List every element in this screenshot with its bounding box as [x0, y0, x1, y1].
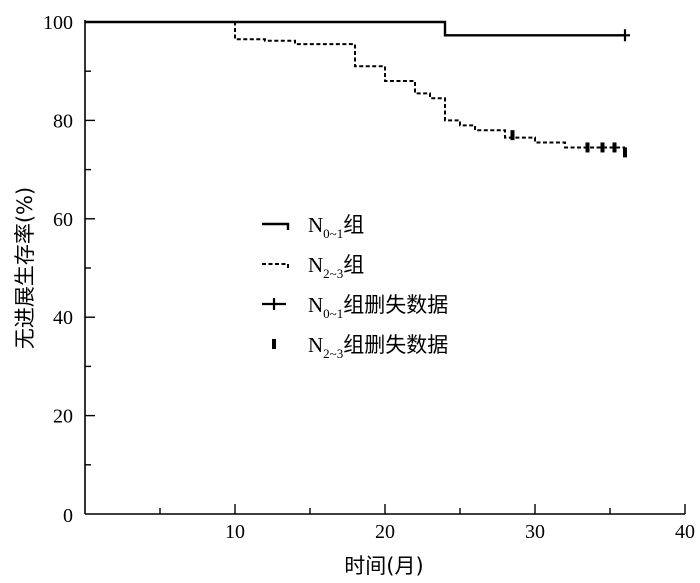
tick-group: 10 20 30 40 0 20 40 60 80 100 — [43, 12, 695, 543]
legend-item-n23: N2~3组 — [262, 253, 364, 281]
y-tick-label: 20 — [53, 406, 73, 428]
legend-label: N2~3组 — [308, 253, 364, 281]
legend-label: N0~1组删失数据 — [308, 293, 448, 321]
x-tick-label: 20 — [375, 521, 395, 543]
legend-item-n01-censor: N0~1组删失数据 — [262, 293, 448, 321]
legend-label: N2~3组删失数据 — [308, 333, 448, 361]
y-tick-label: 0 — [63, 505, 73, 527]
legend-symbol-dashed-line — [262, 263, 289, 270]
y-tick-label: 80 — [53, 110, 73, 132]
x-tick-label: 10 — [225, 521, 245, 543]
y-tick-label: 60 — [53, 209, 73, 231]
x-tick-label: 40 — [675, 521, 695, 543]
series-line-n01 — [85, 20, 625, 37]
axes — [84, 20, 685, 515]
legend-item-n23-censor: N2~3组删失数据 — [272, 333, 448, 361]
legend-item-n01: N0~1组 — [262, 213, 364, 241]
curves — [85, 20, 625, 149]
legend-label: N0~1组 — [308, 213, 364, 241]
x-axis-label: 时间(月) — [344, 554, 423, 578]
y-axis-label: 无进展生存率(%) — [13, 187, 37, 349]
legend: N0~1组 N2~3组 N0~1组删失数据 N2~3组删失数据 — [262, 213, 448, 361]
y-tick-label: 40 — [53, 307, 73, 329]
series-line-n23 — [85, 21, 625, 149]
legend-symbol-solid-line — [262, 222, 290, 230]
x-tick-label: 30 — [525, 521, 545, 543]
y-tick-label: 100 — [43, 12, 73, 34]
censor-markers — [510, 29, 630, 158]
